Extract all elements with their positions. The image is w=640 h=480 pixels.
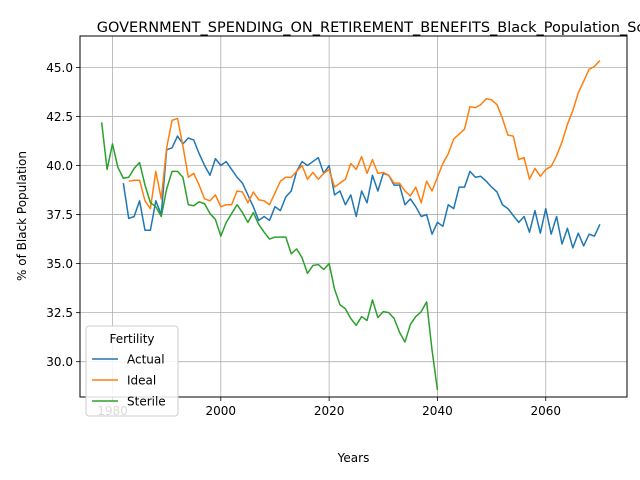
x-tick-label: 2040 [422, 404, 453, 418]
chart-title: GOVERNMENT_SPENDING_ON_RETIREMENT_BENEFI… [97, 20, 640, 36]
x-tick-label: 2020 [314, 404, 345, 418]
legend-entry-ideal: Ideal [92, 374, 156, 388]
y-tick-label: 42.5 [46, 110, 73, 124]
legend-box [85, 325, 179, 417]
series-line-actual [122, 135, 601, 249]
x-tick-label: 2000 [206, 404, 237, 418]
y-tick-label: 45.0 [46, 61, 73, 75]
legend-label: Sterile [127, 395, 166, 409]
y-axis-ticks: 30.0 32.5 35.0 37.5 40.0 42.5 45.0 [46, 61, 80, 369]
legend-entry-sterile: Sterile [92, 395, 166, 409]
series-lines [100, 60, 601, 391]
y-tick-label: 35.0 [46, 257, 73, 271]
y-tick-label: 40.0 [46, 159, 73, 173]
y-axis-label: % of Black Population [15, 151, 29, 281]
legend-label: Ideal [127, 374, 156, 388]
legend-entries: Actual Ideal Sterile [92, 353, 166, 409]
legend-title: Fertility [109, 332, 154, 346]
y-tick-label: 30.0 [46, 355, 73, 369]
y-tick-label: 32.5 [46, 306, 73, 320]
plot-frame [79, 35, 628, 398]
x-axis-label: Years [337, 451, 370, 465]
legend: Fertility Actual Ideal Sterile [85, 325, 179, 417]
y-tick-label: 37.5 [46, 208, 73, 222]
series-line-ideal [128, 60, 601, 210]
legend-label: Actual [127, 353, 165, 367]
series-line-sterile [100, 122, 439, 391]
legend-entry-actual: Actual [92, 353, 165, 367]
x-tick-label: 2060 [530, 404, 561, 418]
